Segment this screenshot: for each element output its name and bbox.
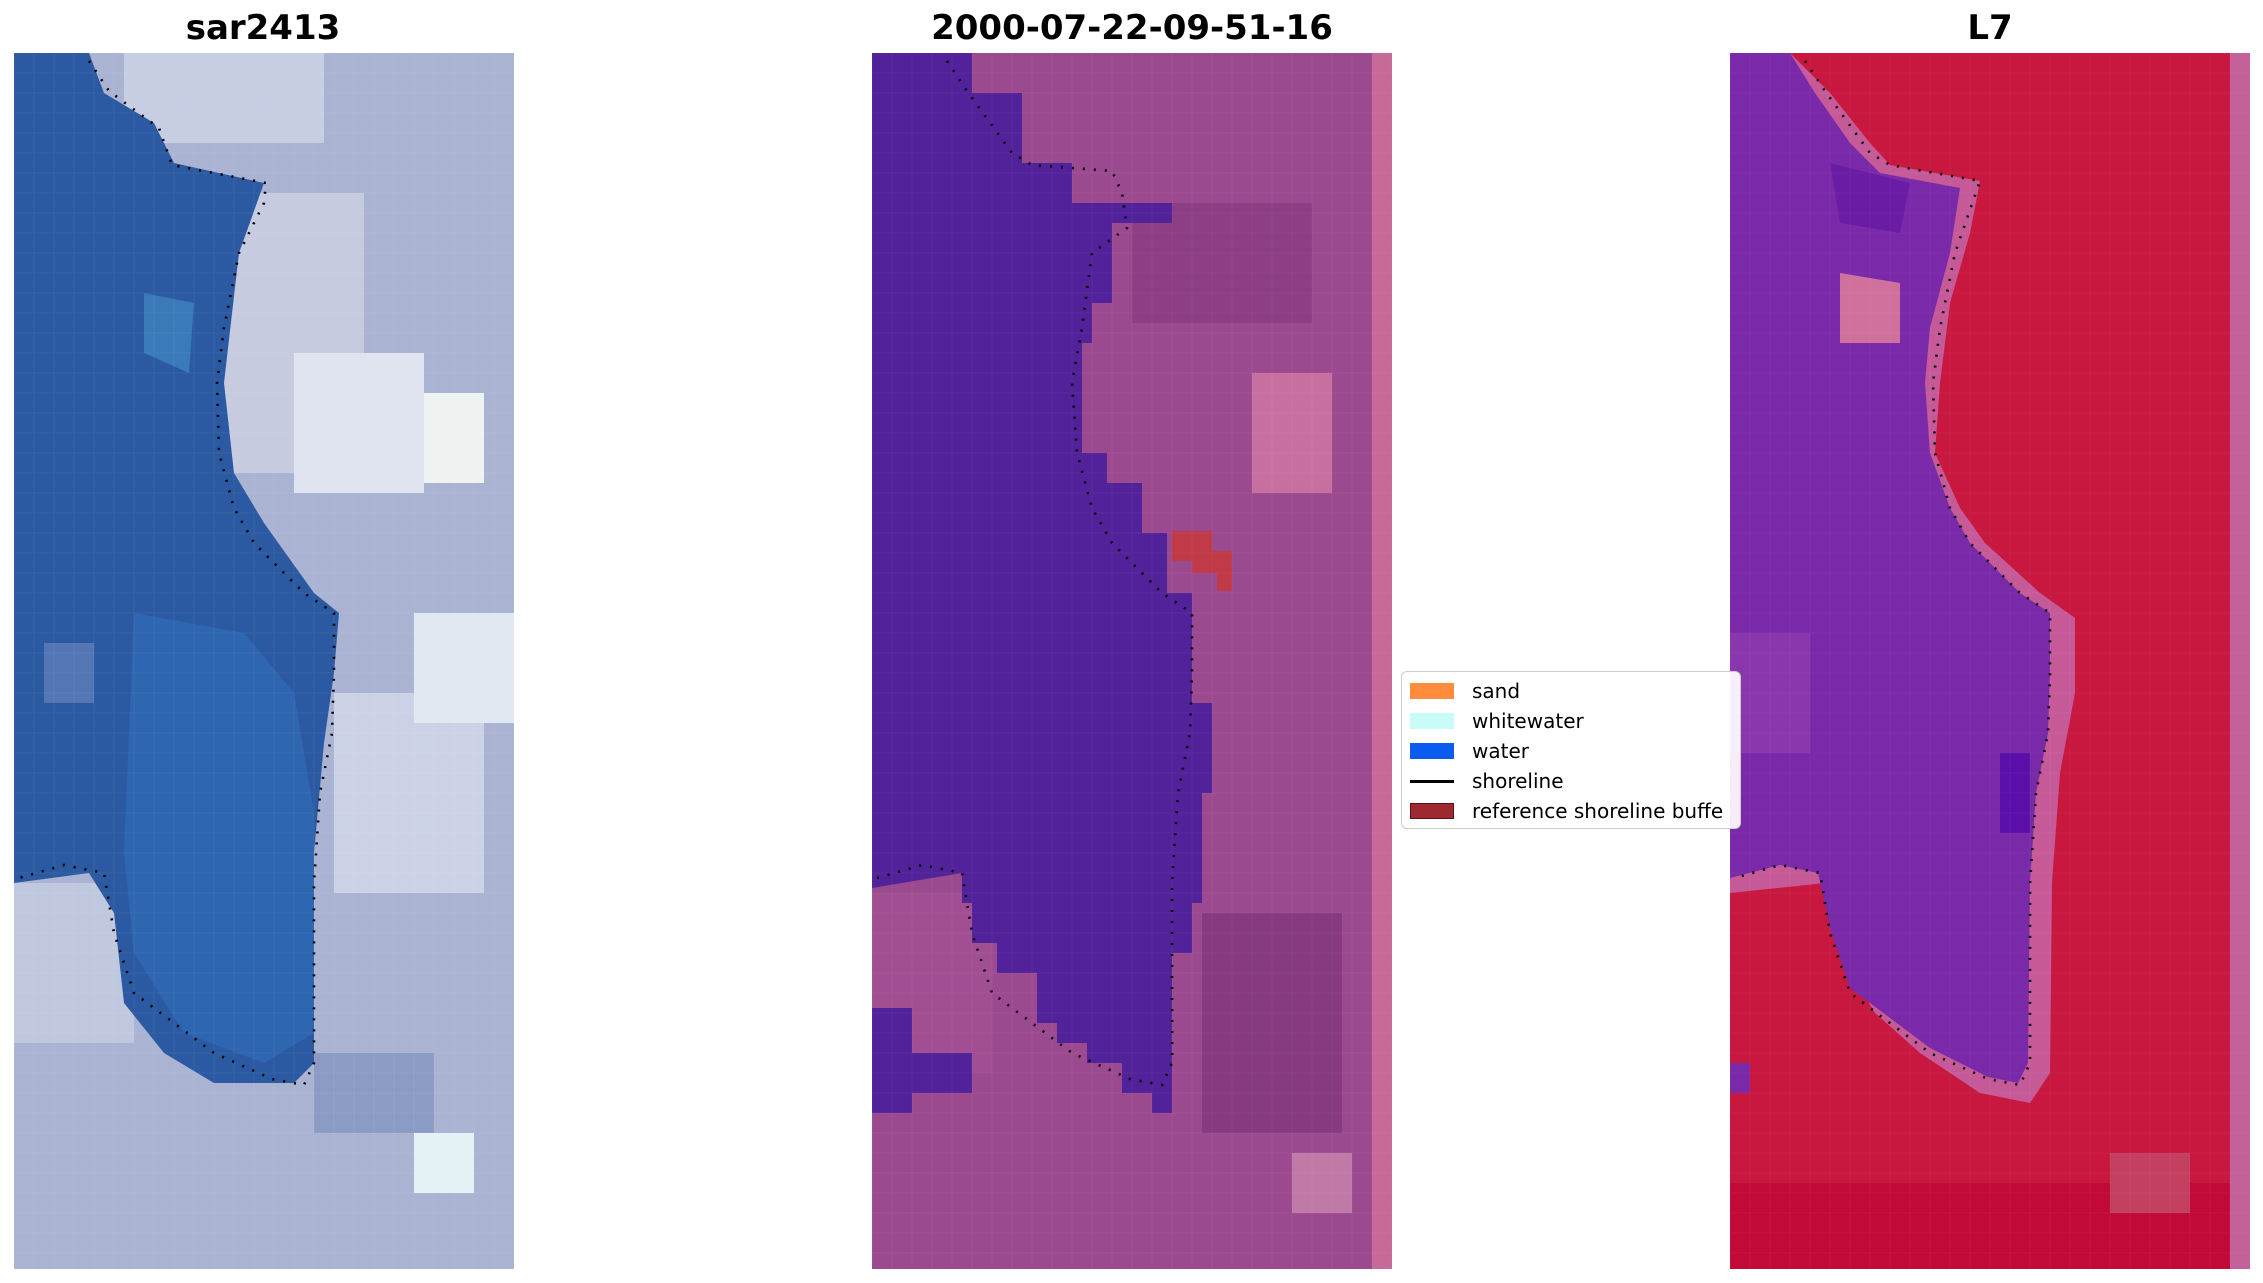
index-image-panel xyxy=(1730,53,2250,1269)
legend-item-reference-buffer: reference shoreline buffe xyxy=(1410,798,1723,824)
legend-label-water: water xyxy=(1472,739,1529,763)
panel-title-rgb: sar2413 xyxy=(185,8,341,48)
legend-line-shoreline xyxy=(1410,779,1454,783)
classified-shoreline xyxy=(876,60,1194,1087)
legend-label-sand: sand xyxy=(1472,679,1521,703)
legend-swatch-sand xyxy=(1410,683,1454,699)
legend-swatch-whitewater xyxy=(1410,713,1454,729)
classified-image-panel xyxy=(872,53,1392,1269)
index-shoreline xyxy=(1734,60,2052,1087)
legend-label-shoreline: shoreline xyxy=(1472,769,1564,793)
legend-label-reference-buffer: reference shoreline buffe xyxy=(1472,799,1724,823)
legend-item-shoreline: shoreline xyxy=(1410,768,1564,794)
panel-title-classified: 2000-07-22-09-51-16 xyxy=(931,8,1333,48)
legend-item-whitewater: whitewater xyxy=(1410,708,1584,734)
rgb-image-panel xyxy=(14,53,514,1269)
rgb-image xyxy=(14,53,514,1269)
legend: sand whitewater water shoreline referenc… xyxy=(1401,671,1741,829)
classified-image xyxy=(872,53,1392,1269)
panel-title-index: L7 xyxy=(1967,8,2013,48)
legend-item-water: water xyxy=(1410,738,1529,764)
legend-swatch-water xyxy=(1410,743,1454,759)
legend-label-whitewater: whitewater xyxy=(1472,709,1584,733)
legend-swatch-reference-buffer xyxy=(1410,803,1454,819)
index-image xyxy=(1730,53,2250,1269)
rgb-shoreline xyxy=(18,60,336,1087)
legend-item-sand: sand xyxy=(1410,678,1520,704)
